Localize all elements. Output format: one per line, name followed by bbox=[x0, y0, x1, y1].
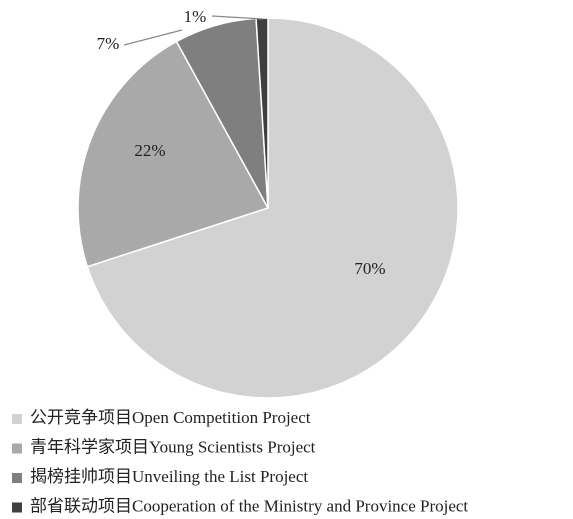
data-label: 22% bbox=[134, 141, 165, 160]
pie-slice bbox=[77, 40, 270, 268]
legend-swatch bbox=[12, 502, 22, 513]
leader-line bbox=[211, 15, 264, 20]
legend-label: 部省联动项目Cooperation of the Ministry and Pr… bbox=[30, 496, 468, 515]
legend-label: 揭榜挂帅项目Unveiling the List Project bbox=[30, 467, 308, 486]
legend-swatch bbox=[12, 414, 22, 424]
data-label: 1% bbox=[184, 7, 207, 26]
legend-swatch bbox=[12, 473, 22, 483]
legend-label: 青年科学家项目Young Scientists Project bbox=[30, 437, 316, 456]
pie-slice bbox=[86, 17, 459, 399]
leader-line bbox=[123, 29, 183, 46]
legend-label: 公开竞争项目Open Competition Project bbox=[30, 408, 311, 427]
legend-swatch bbox=[12, 443, 22, 454]
data-label: 7% bbox=[97, 34, 120, 53]
data-label: 70% bbox=[354, 259, 385, 278]
